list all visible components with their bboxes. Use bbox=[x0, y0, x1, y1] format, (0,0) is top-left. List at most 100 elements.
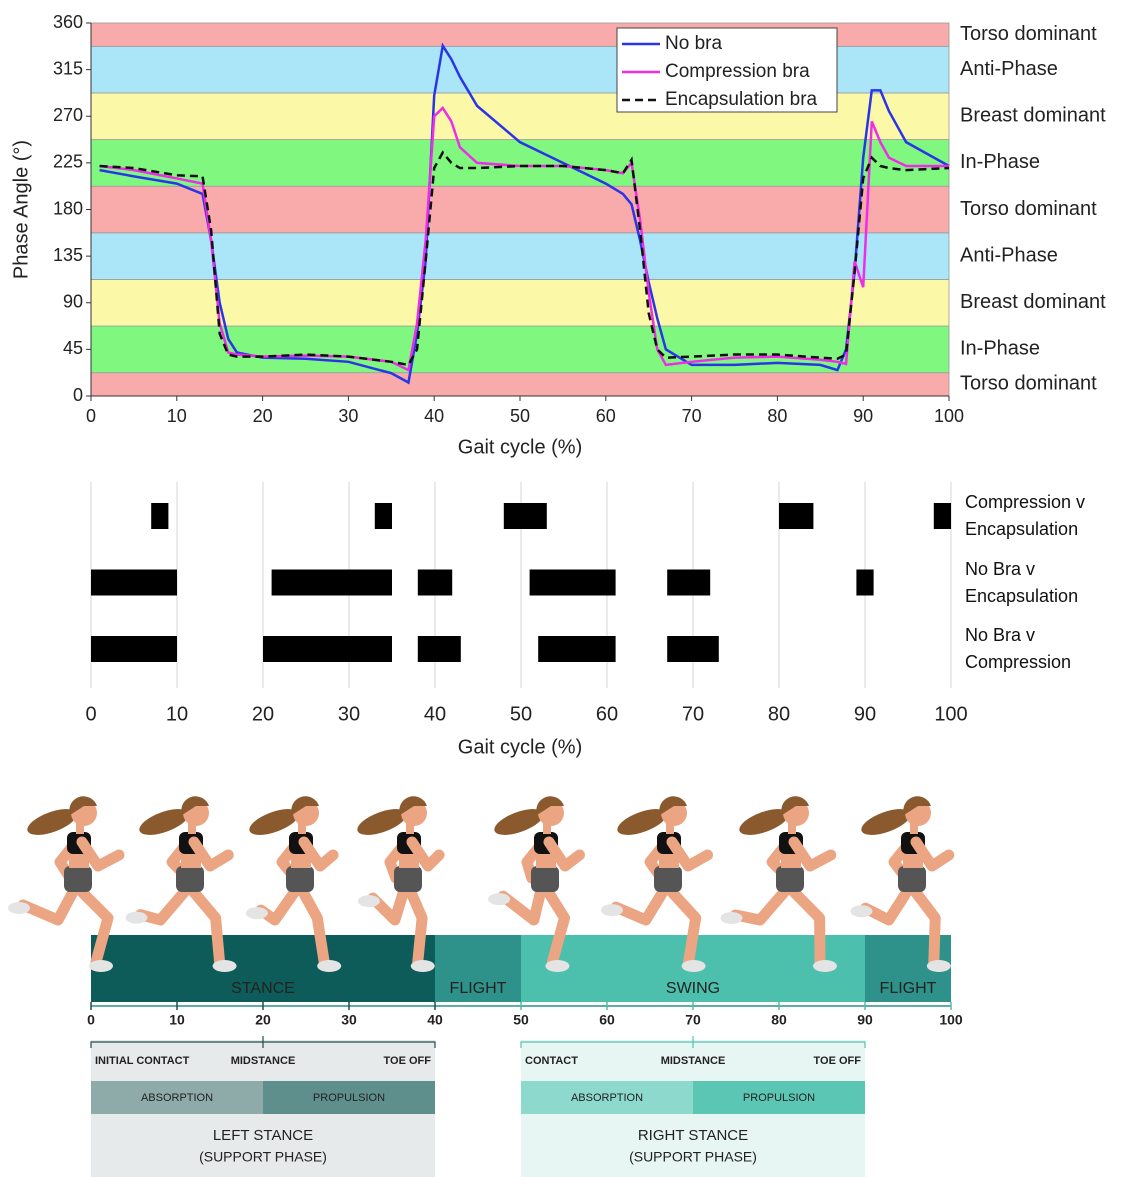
event-label: MIDSTANCE bbox=[231, 1055, 296, 1067]
stance-subtitle: (SUPPORT PHASE) bbox=[629, 1149, 757, 1165]
significance-bar bbox=[856, 570, 873, 596]
significance-bar bbox=[418, 570, 452, 596]
x-tick-label: 80 bbox=[768, 703, 790, 725]
x-tick-label: 90 bbox=[854, 703, 876, 725]
significance-bar bbox=[538, 636, 615, 662]
phase-tick-label: 70 bbox=[685, 1012, 701, 1028]
runner-shoe bbox=[8, 902, 30, 914]
band-label: Torso dominant bbox=[960, 198, 1097, 220]
legend-label: Compression bra bbox=[665, 61, 810, 82]
significance-bar bbox=[272, 570, 392, 596]
phase-tick-label: 100 bbox=[939, 1012, 963, 1028]
phase-band bbox=[91, 140, 949, 187]
y-tick-label: 315 bbox=[53, 58, 83, 78]
phase-tick-label: 30 bbox=[341, 1012, 357, 1028]
x-axis-label: Gait cycle (%) bbox=[458, 436, 582, 458]
figure: Torso dominant In-Phase Breast dominant Ant… bbox=[0, 0, 1133, 1177]
x-tick-label: 100 bbox=[934, 703, 967, 725]
band-label: Breast dominant bbox=[960, 105, 1106, 127]
band-label: In-Phase bbox=[960, 151, 1040, 173]
significance-bar bbox=[91, 636, 177, 662]
band-label: Breast dominant bbox=[960, 291, 1106, 313]
x-tick-label: 50 bbox=[510, 406, 530, 426]
band-label: Anti-Phase bbox=[960, 58, 1058, 80]
x-tick-label: 40 bbox=[424, 703, 446, 725]
significance-bar bbox=[91, 570, 177, 596]
phase-band bbox=[91, 233, 949, 280]
runner-limb bbox=[503, 890, 541, 920]
phase-tick-label: 10 bbox=[169, 1012, 185, 1028]
runner-shoe bbox=[89, 960, 113, 972]
significance-bar bbox=[530, 570, 616, 596]
x-tick-label: 60 bbox=[596, 406, 616, 426]
phase-label: FLIGHT bbox=[880, 980, 937, 997]
x-tick-label: 70 bbox=[682, 406, 702, 426]
row-label: No Bra v Compression bbox=[965, 622, 1115, 676]
significance-bar bbox=[934, 503, 951, 529]
stance-title: RIGHT STANCE bbox=[638, 1127, 748, 1144]
x-tick-label: 20 bbox=[253, 406, 273, 426]
significance-bar bbox=[263, 636, 392, 662]
phase-tick-label: 60 bbox=[599, 1012, 615, 1028]
x-tick-label: 100 bbox=[934, 406, 964, 426]
runner-shoe bbox=[601, 904, 623, 916]
runner-shoe bbox=[358, 895, 380, 907]
runner-shoe bbox=[927, 960, 951, 972]
x-axis-label: Gait cycle (%) bbox=[458, 736, 582, 758]
band-label: In-Phase bbox=[960, 338, 1040, 360]
phase-label: STANCE bbox=[231, 980, 295, 997]
legend-label: Encapsulation bra bbox=[665, 89, 818, 110]
significance-bar bbox=[667, 570, 710, 596]
y-tick-label: 90 bbox=[63, 292, 83, 312]
runner-limb bbox=[865, 890, 908, 920]
runner-limb bbox=[373, 890, 404, 920]
y-tick-label: 270 bbox=[53, 105, 83, 125]
x-tick-label: 60 bbox=[596, 703, 618, 725]
phase-band bbox=[91, 186, 949, 233]
subphase-label: ABSORPTION bbox=[141, 1092, 213, 1104]
phase-band bbox=[91, 373, 949, 396]
phase-tick-label: 90 bbox=[857, 1012, 873, 1028]
x-tick-label: 10 bbox=[167, 406, 187, 426]
significance-bar bbox=[667, 636, 719, 662]
x-tick-label: 30 bbox=[338, 703, 360, 725]
y-axis-label: Phase Angle (°) bbox=[10, 140, 32, 279]
x-tick-label: 80 bbox=[767, 406, 787, 426]
x-tick-label: 90 bbox=[853, 406, 873, 426]
runner-shorts bbox=[776, 866, 804, 892]
runner-limb bbox=[735, 890, 786, 920]
y-tick-label: 0 bbox=[73, 385, 83, 405]
row-label: Compression v Encapsulation bbox=[965, 489, 1115, 543]
significance-bar bbox=[418, 636, 461, 662]
event-label: TOE OFF bbox=[814, 1055, 862, 1067]
subphase-label: PROPULSION bbox=[313, 1092, 385, 1104]
runner-shorts bbox=[654, 866, 682, 892]
subphase-label: ABSORPTION bbox=[571, 1092, 643, 1104]
phase-tick-label: 40 bbox=[427, 1012, 443, 1028]
x-tick-label: 10 bbox=[166, 703, 188, 725]
subphase-label: PROPULSION bbox=[743, 1092, 815, 1104]
event-label: INITIAL CONTACT bbox=[95, 1055, 190, 1067]
runner-shoe bbox=[125, 912, 147, 924]
row-label: No Bra v Encapsulation bbox=[965, 556, 1115, 610]
runner-shoe bbox=[488, 893, 510, 905]
runner-shoe bbox=[213, 960, 237, 972]
phase-tick-label: 80 bbox=[771, 1012, 787, 1028]
runner-limb bbox=[140, 890, 186, 920]
runner-shoe bbox=[682, 960, 706, 972]
runner-shoe bbox=[317, 960, 341, 972]
y-tick-label: 135 bbox=[53, 245, 83, 265]
stance-title: LEFT STANCE bbox=[213, 1127, 313, 1144]
runner-shoe bbox=[813, 960, 837, 972]
runner-shoe bbox=[850, 905, 872, 917]
runner-shorts bbox=[898, 866, 926, 892]
runner-shorts bbox=[176, 866, 204, 892]
runner-limb bbox=[80, 890, 108, 962]
legend-label: No bra bbox=[665, 33, 722, 54]
event-label: TOE OFF bbox=[384, 1055, 432, 1067]
runner-shorts bbox=[531, 866, 559, 892]
x-tick-label: 40 bbox=[424, 406, 444, 426]
phase-label: FLIGHT bbox=[450, 980, 507, 997]
runner-illustration bbox=[8, 796, 119, 972]
runner-shorts bbox=[394, 866, 422, 892]
